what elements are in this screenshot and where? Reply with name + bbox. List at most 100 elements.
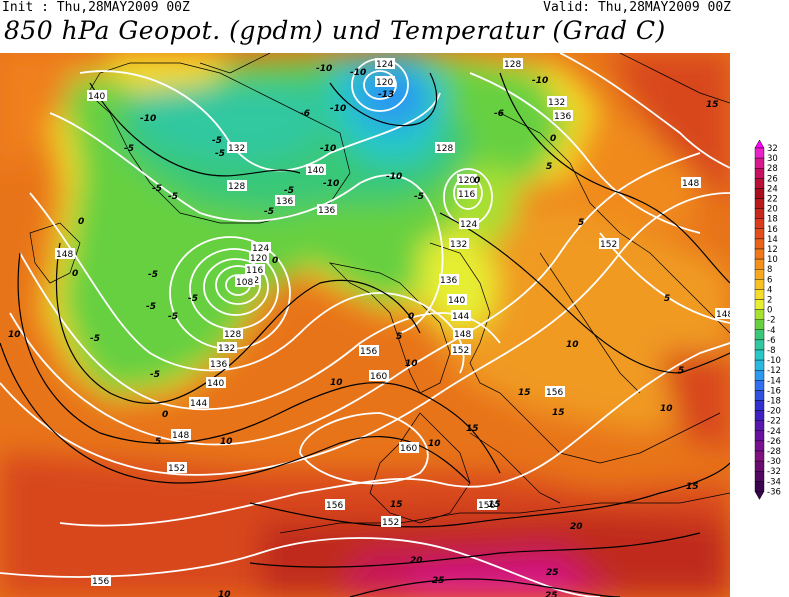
valid-time: Valid: Thu,28MAY2009 00Z xyxy=(543,0,731,15)
legend-label: -28 xyxy=(767,447,781,457)
legend-label: -30 xyxy=(767,457,781,467)
temperature-label-text: 15 xyxy=(686,482,699,492)
temperature-label-text: 20 xyxy=(570,522,583,532)
legend-swatch xyxy=(754,188,765,199)
height-label: 132 xyxy=(227,142,247,154)
isotherms xyxy=(0,72,730,597)
legend-swatch xyxy=(754,248,765,260)
temperature-label: -10 xyxy=(140,114,156,124)
temperature-label-text: 10 xyxy=(405,359,418,369)
height-label: 156 xyxy=(325,499,345,511)
temperature-label: -5 xyxy=(124,144,134,154)
height-label-text: 120 xyxy=(376,78,393,88)
temperature-label-text: 0 xyxy=(474,176,480,186)
temperature-label: 5 xyxy=(678,366,684,376)
map-title: 850 hPa Geopot. (gpdm) und Temperatur (G… xyxy=(4,16,666,45)
temperature-label-text: 0 xyxy=(408,312,414,322)
temperature-label: 20 xyxy=(410,556,423,566)
height-label-text: 156 xyxy=(478,501,495,511)
temperature-label: -10 xyxy=(320,144,336,154)
temperature-label: -5 xyxy=(152,184,162,194)
height-label: 120 xyxy=(249,252,269,264)
height-label-text: 152 xyxy=(452,346,469,356)
legend-label: -34 xyxy=(767,477,781,487)
legend-label: 22 xyxy=(767,195,778,205)
temperature-label: -5 xyxy=(264,207,274,217)
temperature-label: -5 xyxy=(150,370,160,380)
temperature-label: -10 xyxy=(323,179,339,189)
legend-label: -18 xyxy=(767,397,781,407)
map-canvas: 1401321281401361361241201281281321361201… xyxy=(0,53,730,597)
legend-label: -2 xyxy=(767,316,775,326)
height-label: 136 xyxy=(317,204,337,216)
legend-swatch xyxy=(754,359,765,371)
legend-swatch xyxy=(754,178,765,189)
temperature-label-text: 10 xyxy=(220,437,233,447)
temperature-label: 10 xyxy=(405,359,418,369)
temperature-label: -6 xyxy=(300,109,310,119)
temperature-label: 15 xyxy=(466,424,479,434)
height-label-text: 124 xyxy=(460,220,477,230)
temperature-label-text: 5 xyxy=(678,366,684,376)
height-labels: 1401321281401361361241201281281321361201… xyxy=(55,58,730,587)
legend-swatch xyxy=(754,319,765,330)
height-label: 132 xyxy=(217,342,237,354)
height-label: 136 xyxy=(439,274,459,286)
height-label-text: 136 xyxy=(276,197,293,207)
temperature-label-text: 0 xyxy=(272,256,278,266)
legend-label: 12 xyxy=(767,245,778,255)
height-label: 156 xyxy=(545,386,565,398)
height-label-text: 132 xyxy=(218,344,235,354)
temperature-label: -5 xyxy=(168,192,178,202)
temperature-label-text: -10 xyxy=(330,104,346,114)
temperature-label: 10 xyxy=(330,378,343,388)
height-label-text: 144 xyxy=(452,312,469,322)
temperature-label-text: -5 xyxy=(215,149,225,159)
temperature-label-text: -5 xyxy=(124,144,134,154)
height-label: 116 xyxy=(457,188,477,200)
temperature-label-text: -5 xyxy=(148,270,158,280)
height-label-text: 120 xyxy=(250,254,267,264)
temperature-label-text: 5 xyxy=(578,218,584,228)
height-label-text: 124 xyxy=(252,244,269,254)
height-label-text: 148 xyxy=(172,431,189,441)
legend-label: 30 xyxy=(767,154,778,164)
temperature-label: -5 xyxy=(212,136,222,146)
legend-swatch xyxy=(754,168,765,179)
temperature-field xyxy=(0,53,730,597)
height-label-text: 116 xyxy=(246,266,263,276)
height-label-text: 148 xyxy=(56,250,73,260)
temperature-label-text: 5 xyxy=(546,162,552,172)
legend-swatch xyxy=(754,279,765,290)
temperature-label-text: -13 xyxy=(378,90,394,100)
height-label: 124 xyxy=(375,58,395,70)
temperature-label-text: 0 xyxy=(162,410,168,420)
height-label: 152 xyxy=(599,238,619,250)
legend-label: -26 xyxy=(767,437,781,447)
temperature-label: 0 xyxy=(408,312,414,322)
temperature-label-text: -5 xyxy=(284,186,294,196)
height-label-text: 148 xyxy=(716,310,730,320)
color-legend: 32302826242220181614121086420-2-4-6-8-10… xyxy=(754,140,781,500)
legend-label: 2 xyxy=(767,296,772,306)
height-label: 128 xyxy=(503,58,523,70)
legend-label: -14 xyxy=(767,376,781,386)
temperature-label: -10 xyxy=(350,68,366,78)
legend-label: -24 xyxy=(767,427,781,437)
temperature-label: 5 xyxy=(155,437,161,447)
height-label-text: 148 xyxy=(454,330,471,340)
temperature-label: 25 xyxy=(546,568,559,578)
legend-label: 20 xyxy=(767,205,778,215)
height-label: 152 xyxy=(167,462,187,474)
legend-swatch xyxy=(754,258,765,270)
height-label-text: 152 xyxy=(168,464,185,474)
temperature-label: 10 xyxy=(218,590,231,597)
legend-label: -36 xyxy=(767,487,781,497)
temperature-label-text: -5 xyxy=(150,370,160,380)
temperature-label-text: -10 xyxy=(320,144,336,154)
height-label-text: 156 xyxy=(546,388,563,398)
temperature-label: 0 xyxy=(474,176,480,186)
temperature-label-text: 0 xyxy=(78,217,84,227)
height-label-text: 140 xyxy=(448,296,465,306)
height-label: 120 xyxy=(375,76,395,88)
